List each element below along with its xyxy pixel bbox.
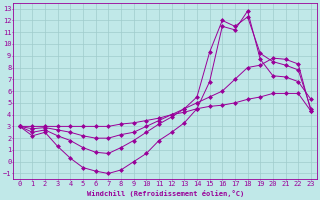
X-axis label: Windchill (Refroidissement éolien,°C): Windchill (Refroidissement éolien,°C) <box>87 190 244 197</box>
